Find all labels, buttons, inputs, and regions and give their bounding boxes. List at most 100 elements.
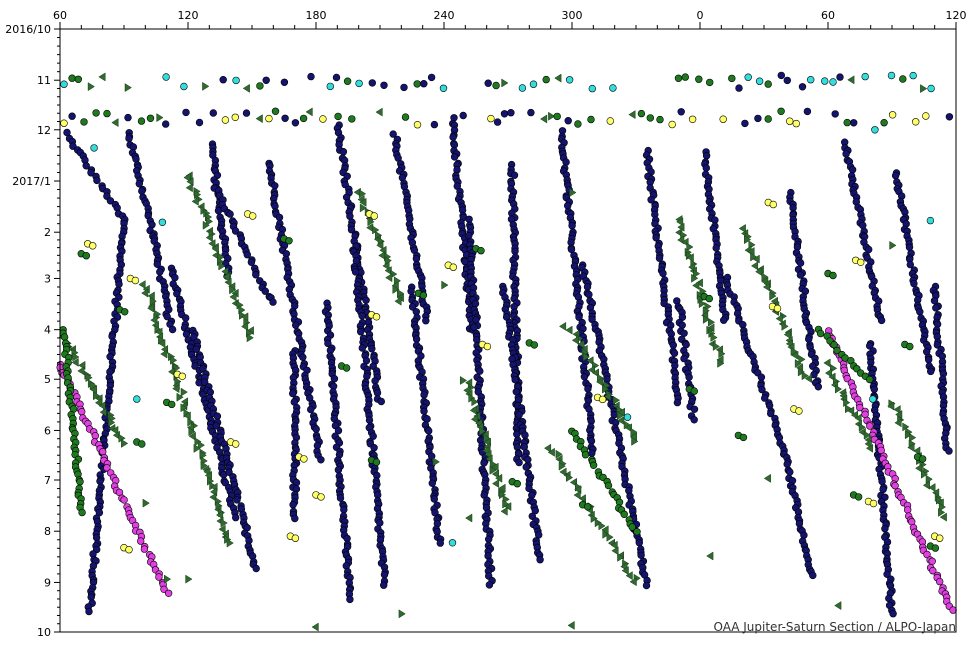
yellow-dot-marker	[795, 407, 803, 415]
green-dot-marker	[764, 80, 772, 88]
triangle-marker	[692, 281, 700, 290]
x-tick-label: 0	[697, 9, 704, 22]
navy-dot-marker	[87, 593, 95, 601]
triangle-marker	[121, 438, 129, 448]
green-dot-marker	[271, 107, 280, 116]
triangle-marker	[172, 384, 180, 394]
navy-dot-marker	[138, 187, 146, 195]
green-dot-marker	[764, 115, 772, 123]
green-dot-marker	[816, 329, 825, 338]
y-tick-label: 2016/10	[5, 23, 51, 36]
triangle-marker	[925, 474, 933, 484]
triangle-marker	[164, 574, 172, 584]
yellow-dot-marker	[668, 120, 676, 129]
navy-dot-marker	[669, 341, 677, 349]
triangle-marker	[775, 314, 783, 324]
yellow-dot-marker	[487, 114, 495, 123]
triangle-marker	[569, 188, 577, 198]
green-dot-marker	[146, 114, 155, 123]
triangle-marker	[432, 457, 440, 467]
cyan-dot-marker	[355, 79, 363, 88]
triangle-marker	[554, 73, 562, 83]
navy-dot-marker	[299, 353, 307, 361]
cyan-dot-marker	[518, 84, 527, 92]
navy-dot-marker	[450, 153, 459, 161]
navy-dot-marker	[659, 269, 667, 278]
triangle-marker	[197, 440, 206, 450]
triangle-marker	[500, 506, 508, 516]
navy-dot-marker	[261, 287, 269, 295]
navy-dot-marker	[459, 111, 467, 120]
green-dot-marker	[695, 75, 703, 83]
x-tick-label: 180	[306, 9, 327, 22]
triangle-marker	[465, 513, 473, 523]
navy-dot-marker	[324, 339, 332, 348]
y-tick-label: 3	[44, 272, 51, 285]
y-tick-label: 8	[44, 525, 51, 538]
navy-dot-marker	[358, 312, 366, 320]
x-tick-label: 60	[821, 9, 835, 22]
triangle-marker	[491, 462, 499, 472]
y-tick-label: 12	[37, 124, 51, 137]
navy-dot-marker	[271, 182, 279, 190]
triangle-marker	[628, 110, 636, 120]
navy-dot-marker	[786, 468, 794, 476]
triangle-marker	[598, 521, 606, 531]
triangle-marker	[863, 430, 871, 440]
triangle-marker	[93, 391, 101, 401]
navy-dot-marker	[124, 113, 132, 122]
navy-dot-marker	[192, 345, 201, 353]
navy-dot-marker	[247, 258, 256, 266]
y-tick-label: 9	[44, 576, 51, 589]
navy-dot-marker	[334, 426, 343, 435]
navy-dot-marker	[365, 416, 374, 424]
triangle-marker	[186, 177, 194, 187]
navy-dot-marker	[680, 354, 688, 363]
navy-dot-marker	[515, 411, 523, 419]
navy-dot-marker	[243, 251, 252, 259]
navy-dot-marker	[879, 485, 887, 494]
triangle-marker	[108, 417, 116, 427]
navy-dot-marker	[760, 394, 769, 402]
triangle-marker	[229, 292, 237, 302]
green-dot-marker	[583, 503, 592, 511]
triangle-marker	[823, 358, 831, 368]
navy-dot-marker	[201, 378, 209, 386]
triangle-marker	[587, 365, 596, 375]
triangle-marker	[909, 433, 917, 443]
triangle-marker	[712, 342, 721, 351]
navy-dot-marker	[252, 271, 260, 279]
magenta-dot-marker	[861, 410, 869, 419]
navy-dot-marker	[739, 321, 747, 329]
triangle-marker	[501, 78, 509, 88]
green-dot-marker	[690, 387, 698, 395]
triangle-marker	[441, 280, 449, 290]
yellow-dot-marker	[922, 112, 930, 120]
green-dot-marker	[574, 120, 582, 128]
yellow-dot-marker	[785, 117, 794, 125]
navy-dot-marker	[870, 385, 878, 393]
triangle-marker	[913, 446, 921, 456]
navy-dot-marker	[945, 113, 954, 121]
navy-dot-marker	[209, 109, 218, 117]
navy-dot-marker	[848, 166, 857, 174]
triangle-marker	[188, 431, 196, 441]
triangle-marker	[750, 261, 759, 271]
navy-dot-marker	[568, 222, 576, 230]
navy-dot-marker	[910, 279, 918, 288]
green-dot-marker	[74, 75, 83, 84]
green-dot-marker	[78, 508, 86, 517]
green-dot-marker	[299, 114, 308, 123]
triangle-marker	[99, 407, 107, 417]
navy-dot-marker	[800, 531, 808, 539]
triangle-marker	[241, 312, 249, 322]
navy-dot-marker	[347, 226, 356, 234]
navy-dot-marker	[275, 213, 284, 222]
navy-dot-marker	[87, 169, 95, 177]
cyan-dot-marker	[926, 216, 935, 225]
triangle-marker	[612, 395, 621, 405]
triangle-marker	[359, 197, 367, 207]
navy-dot-marker	[719, 316, 728, 324]
triangle-marker	[889, 240, 897, 250]
navy-dot-marker	[531, 506, 539, 515]
